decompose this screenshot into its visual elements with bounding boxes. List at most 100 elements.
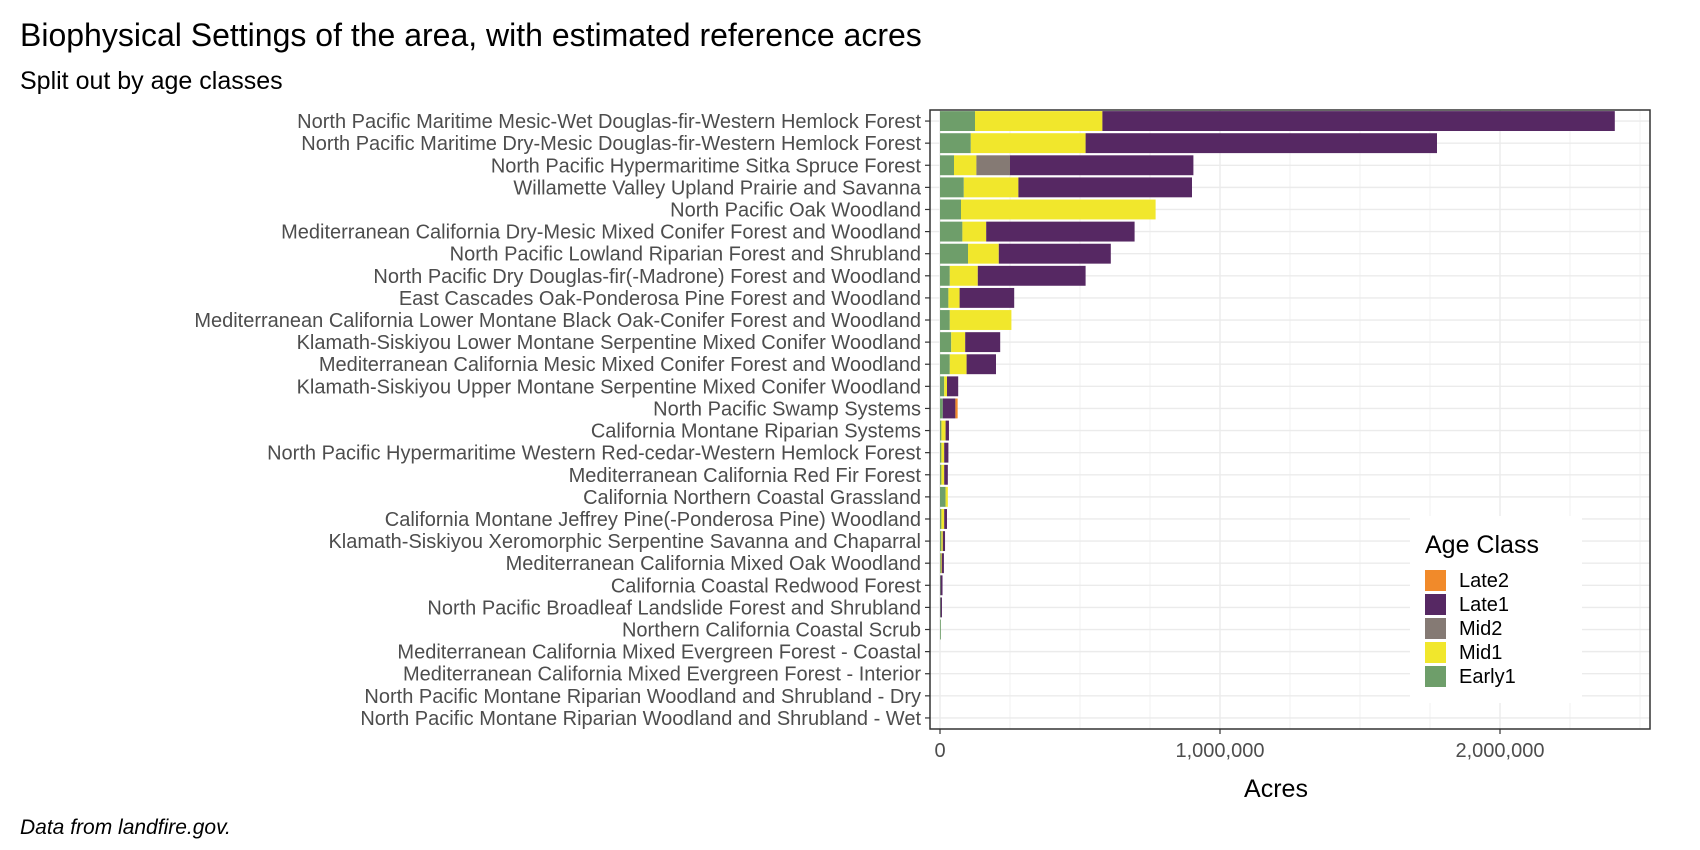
- y-tick-label: Mediterranean California Mixed Evergreen…: [397, 642, 921, 664]
- x-axis-title: Acres: [1244, 775, 1308, 803]
- bar-segment-mid1: [963, 177, 1019, 198]
- bar-segment-late1: [998, 243, 1111, 264]
- plot-panel-border: [929, 109, 1651, 730]
- bar-segment-mid1: [949, 354, 967, 375]
- bar-segment-late1: [942, 531, 946, 552]
- bar-segment-early1: [940, 442, 942, 463]
- bar-segment-early1: [940, 575, 941, 596]
- bar-segment-early1: [940, 420, 942, 441]
- chart-title: Biophysical Settings of the area, with e…: [20, 17, 922, 53]
- bar-segment-mid1: [962, 221, 987, 242]
- y-tick-label: North Pacific Broadleaf Landslide Forest…: [427, 597, 921, 619]
- bar-segment-late1: [1010, 155, 1194, 176]
- bar-segment-mid1: [948, 287, 960, 308]
- bar-segment-late1: [986, 221, 1135, 242]
- legend-swatch-late1: [1425, 594, 1446, 615]
- bar-segment-late1: [940, 575, 943, 596]
- bar-segment-early1: [940, 553, 941, 574]
- x-tick-label: 1,000,000: [1176, 740, 1265, 762]
- bar-segment-late1: [942, 398, 956, 419]
- bar-segment-early1: [940, 597, 941, 618]
- bar-segment-early1: [940, 376, 945, 397]
- bar-segment-early1: [940, 111, 975, 132]
- bar-segment-early1: [940, 177, 964, 198]
- legend-title: Age Class: [1425, 531, 1539, 559]
- legend-label: Mid2: [1459, 618, 1502, 640]
- bar-segment-late1: [940, 597, 942, 618]
- legend-label: Late2: [1459, 570, 1509, 592]
- bar-segment-early1: [940, 619, 941, 640]
- bar-segment-mid1: [961, 199, 1156, 220]
- bar-segment-mid1: [941, 420, 946, 441]
- bar-segment-early1: [940, 509, 942, 529]
- bar-segment-mid1: [970, 133, 1086, 154]
- legend-swatch-late2: [1425, 570, 1446, 591]
- bar-segment-early1: [940, 287, 949, 308]
- bar-segment-late1: [966, 354, 996, 375]
- bar-segment-mid1: [944, 376, 947, 397]
- bar-segment-late1: [965, 332, 1001, 353]
- bar-segment-late1: [944, 509, 947, 529]
- bar-segment-early1: [940, 398, 943, 419]
- bar-segment-late1: [959, 287, 1015, 308]
- y-tick-label: Klamath-Siskiyou Upper Montane Serpentin…: [297, 376, 921, 398]
- y-tick-label: North Pacific Swamp Systems: [653, 398, 921, 420]
- bar-segment-late1: [947, 376, 959, 397]
- y-tick-label: North Pacific Montane Riparian Woodland …: [360, 708, 921, 730]
- y-tick-label: North Pacific Montane Riparian Woodland …: [364, 686, 921, 708]
- x-tick-label: 2,000,000: [1456, 740, 1545, 762]
- bars: [940, 111, 1615, 640]
- y-tick-label: North Pacific Maritime Dry-Mesic Douglas…: [301, 133, 921, 155]
- bar-segment-mid1: [954, 155, 977, 176]
- bar-segment-early1: [940, 199, 961, 220]
- bar-segment-early1: [940, 243, 968, 264]
- bar-segment-mid1: [968, 243, 999, 264]
- bar-segment-early1: [940, 531, 942, 552]
- legend-swatch-mid1: [1425, 642, 1446, 663]
- y-tick-label: Mediterranean California Dry-Mesic Mixed…: [281, 222, 921, 244]
- bar-segment-late1: [945, 420, 949, 441]
- y-tick-label: California Coastal Redwood Forest: [611, 575, 922, 597]
- bar-segment-early1: [940, 155, 954, 176]
- bar-segment-mid1: [940, 553, 942, 574]
- y-tick-label: Mediterranean California Lower Montane B…: [194, 310, 921, 332]
- bar-segment-late1: [1018, 177, 1192, 198]
- bar-segment-early1: [940, 221, 963, 242]
- y-tick-label: Klamath-Siskiyou Lower Montane Serpentin…: [297, 332, 921, 354]
- bar-segment-late1: [944, 442, 949, 463]
- y-tick-label: California Montane Jeffrey Pine(-Pondero…: [385, 509, 921, 531]
- y-tick-label: East Cascades Oak-Ponderosa Pine Forest …: [399, 288, 921, 310]
- legend-label: Mid1: [1459, 642, 1502, 664]
- bar-segment-mid2: [976, 155, 1010, 176]
- bar-segment-mid1: [975, 111, 1103, 132]
- bar-segment-mid1: [951, 332, 966, 353]
- bar-segment-late1: [1085, 133, 1437, 154]
- y-tick-label: Northern California Coastal Scrub: [622, 620, 921, 642]
- bar-segment-late1: [944, 464, 948, 485]
- bar-segment-late1: [941, 553, 944, 574]
- y-tick-label: Mediterranean California Mixed Oak Woodl…: [506, 553, 921, 575]
- bar-segment-early1: [940, 332, 952, 353]
- caption: Data from landfire.gov.: [20, 816, 231, 839]
- bar-segment-mid1: [941, 464, 945, 485]
- bar-segment-mid1: [941, 442, 945, 463]
- y-tick-label: Klamath-Siskiyou Xeromorphic Serpentine …: [328, 531, 921, 553]
- bar-segment-late1: [977, 265, 1086, 286]
- y-tick-label: Mediterranean California Mixed Evergreen…: [403, 664, 921, 686]
- x-tick-label: 0: [934, 740, 945, 762]
- y-axis: North Pacific Maritime Mesic-Wet Douglas…: [194, 111, 930, 730]
- y-tick-label: North Pacific Oak Woodland: [670, 199, 921, 221]
- bar-segment-early1: [940, 310, 950, 330]
- y-tick-label: North Pacific Lowland Riparian Forest an…: [450, 244, 921, 266]
- bar-segment-early1: [940, 133, 971, 154]
- bar-segment-late2: [955, 398, 958, 419]
- bar-segment-early1: [940, 464, 942, 485]
- bar-segment-mid1: [949, 265, 978, 286]
- legend-swatch-mid2: [1425, 618, 1446, 639]
- y-tick-label: California Northern Coastal Grassland: [583, 487, 921, 509]
- y-tick-label: Mediterranean California Red Fir Forest: [569, 465, 922, 487]
- y-tick-label: North Pacific Dry Douglas-fir(-Madrone) …: [373, 266, 921, 288]
- bar-segment-early1: [940, 265, 950, 286]
